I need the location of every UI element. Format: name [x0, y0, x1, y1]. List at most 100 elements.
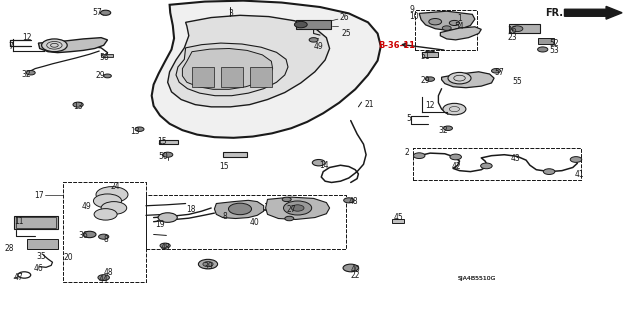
Bar — [27, 239, 58, 249]
Circle shape — [163, 152, 173, 157]
Text: 10: 10 — [410, 12, 419, 21]
Text: 17: 17 — [34, 191, 44, 200]
Circle shape — [448, 72, 471, 84]
Circle shape — [429, 19, 442, 25]
Bar — [413, 148, 581, 180]
Circle shape — [312, 160, 325, 166]
Circle shape — [413, 153, 425, 159]
Circle shape — [449, 20, 460, 26]
Text: 18: 18 — [186, 205, 195, 214]
Text: 29: 29 — [420, 76, 430, 85]
Text: 25: 25 — [341, 29, 351, 38]
Text: 11: 11 — [14, 217, 24, 226]
Circle shape — [99, 234, 109, 239]
Bar — [146, 195, 346, 249]
Polygon shape — [168, 15, 330, 107]
Text: 43: 43 — [511, 154, 520, 163]
Text: 56: 56 — [99, 53, 109, 62]
Text: 57: 57 — [494, 68, 504, 77]
Circle shape — [26, 70, 35, 75]
Text: 54: 54 — [454, 22, 465, 31]
Text: 12: 12 — [22, 33, 32, 42]
Text: 29: 29 — [96, 71, 106, 80]
Circle shape — [511, 26, 523, 32]
Polygon shape — [182, 48, 273, 89]
Text: 28: 28 — [4, 244, 14, 253]
Circle shape — [426, 77, 435, 81]
Text: 27: 27 — [287, 205, 296, 214]
Text: 22: 22 — [351, 271, 360, 280]
Circle shape — [198, 259, 218, 269]
Bar — [422, 52, 438, 57]
Text: 26: 26 — [339, 13, 349, 22]
Text: 32: 32 — [21, 70, 31, 78]
Circle shape — [442, 26, 451, 30]
Bar — [392, 219, 404, 223]
Bar — [415, 10, 477, 50]
Polygon shape — [152, 1, 381, 138]
Text: 23: 23 — [507, 33, 517, 42]
Bar — [413, 148, 581, 180]
Text: 13: 13 — [130, 127, 140, 136]
Text: 7: 7 — [8, 42, 13, 51]
Text: FR.: FR. — [545, 8, 563, 18]
Circle shape — [291, 205, 304, 211]
Circle shape — [160, 243, 170, 248]
Circle shape — [344, 198, 354, 203]
Circle shape — [570, 157, 582, 162]
Text: 8: 8 — [223, 212, 227, 221]
Text: 55: 55 — [512, 77, 522, 86]
Circle shape — [424, 51, 436, 57]
Text: 40: 40 — [250, 218, 260, 227]
Text: 8: 8 — [104, 235, 108, 244]
Polygon shape — [214, 200, 264, 219]
Text: 24: 24 — [110, 182, 120, 191]
Text: 19: 19 — [156, 220, 165, 229]
Circle shape — [104, 74, 111, 78]
Text: 15: 15 — [220, 162, 229, 171]
Text: 51: 51 — [420, 52, 430, 61]
Circle shape — [492, 69, 500, 73]
Text: B-36-11: B-36-11 — [378, 41, 415, 50]
Circle shape — [96, 187, 128, 203]
Text: 45: 45 — [394, 213, 403, 222]
Text: 13: 13 — [73, 102, 83, 111]
Circle shape — [203, 262, 213, 267]
Text: 20: 20 — [64, 253, 74, 262]
Text: 9: 9 — [410, 5, 415, 14]
Circle shape — [444, 126, 452, 130]
Bar — [159, 140, 178, 144]
Circle shape — [282, 197, 291, 202]
Text: 41: 41 — [575, 170, 584, 179]
Text: 5: 5 — [406, 114, 411, 122]
Text: 35: 35 — [36, 252, 46, 261]
Text: 48: 48 — [104, 268, 113, 277]
Circle shape — [73, 102, 83, 107]
Bar — [192, 67, 214, 87]
Text: 3: 3 — [228, 9, 233, 18]
Circle shape — [543, 169, 555, 174]
Text: 1: 1 — [457, 14, 462, 23]
Text: 48: 48 — [160, 243, 170, 252]
Polygon shape — [266, 197, 330, 219]
Text: 57: 57 — [93, 8, 102, 17]
Text: 21: 21 — [365, 100, 374, 109]
Polygon shape — [442, 72, 494, 88]
Polygon shape — [419, 11, 475, 30]
Circle shape — [94, 209, 117, 220]
Text: 39: 39 — [203, 262, 213, 271]
Polygon shape — [176, 43, 288, 96]
Circle shape — [42, 39, 67, 52]
Circle shape — [83, 231, 96, 238]
Bar — [16, 217, 56, 228]
Circle shape — [284, 201, 312, 215]
Bar — [296, 20, 331, 29]
Text: 12: 12 — [426, 101, 435, 110]
Circle shape — [538, 47, 548, 52]
Bar — [14, 216, 58, 229]
Bar — [63, 182, 146, 282]
Circle shape — [101, 202, 127, 214]
Text: 47: 47 — [14, 273, 24, 282]
Circle shape — [285, 216, 294, 221]
Text: 15: 15 — [157, 137, 166, 146]
